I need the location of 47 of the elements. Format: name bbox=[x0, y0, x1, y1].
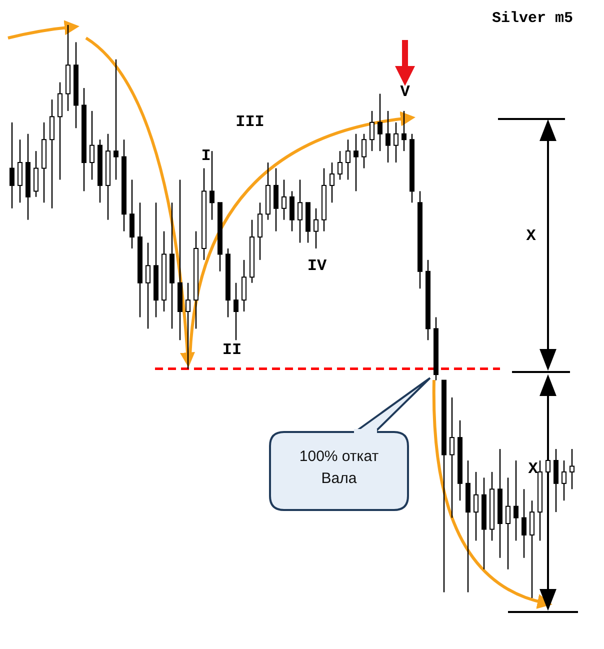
candlestick bbox=[474, 471, 478, 542]
candlestick bbox=[506, 477, 510, 570]
candlestick bbox=[186, 282, 190, 370]
candlestick bbox=[562, 460, 566, 502]
annotation: I bbox=[201, 147, 211, 165]
annotation: III bbox=[236, 113, 264, 131]
candlestick bbox=[570, 448, 574, 490]
candlestick bbox=[242, 259, 246, 312]
candlestick bbox=[338, 150, 342, 180]
candlestick bbox=[354, 133, 358, 192]
annotation: 100% откат Вала bbox=[298, 447, 380, 489]
candlestick bbox=[378, 93, 382, 152]
annotation: II bbox=[222, 341, 242, 359]
candlestick bbox=[258, 202, 262, 261]
candlestick bbox=[146, 242, 150, 330]
candlestick bbox=[130, 179, 134, 250]
candlestick bbox=[282, 179, 286, 220]
candlestick bbox=[522, 488, 526, 558]
annotation: V bbox=[400, 83, 410, 101]
candlestick bbox=[298, 179, 302, 244]
candlestick bbox=[50, 98, 54, 209]
candlestick bbox=[394, 122, 398, 164]
annotation: X bbox=[526, 227, 536, 245]
annotation: X bbox=[528, 460, 538, 478]
candlestick bbox=[90, 110, 94, 180]
candlestick bbox=[402, 110, 406, 152]
candlestick bbox=[18, 139, 22, 204]
annotation: Silver m5 bbox=[492, 10, 573, 27]
candlestick bbox=[34, 150, 38, 198]
candlestick bbox=[450, 396, 454, 518]
candlestick bbox=[370, 110, 374, 152]
candlestick bbox=[114, 58, 118, 180]
candlestick bbox=[274, 168, 278, 232]
annotation: IV bbox=[307, 257, 327, 275]
candlestick bbox=[210, 150, 214, 220]
candlestick bbox=[386, 110, 390, 164]
candlestick bbox=[554, 448, 558, 513]
candlestick bbox=[234, 282, 238, 341]
candlestick bbox=[346, 139, 350, 180]
candlestick bbox=[330, 162, 334, 204]
candlestick bbox=[514, 460, 518, 542]
candlestick bbox=[58, 82, 62, 180]
candlestick bbox=[290, 190, 294, 232]
candlestick bbox=[10, 122, 14, 209]
candlestick bbox=[362, 133, 366, 169]
candlestick bbox=[314, 208, 318, 250]
candlestick bbox=[530, 500, 534, 598]
